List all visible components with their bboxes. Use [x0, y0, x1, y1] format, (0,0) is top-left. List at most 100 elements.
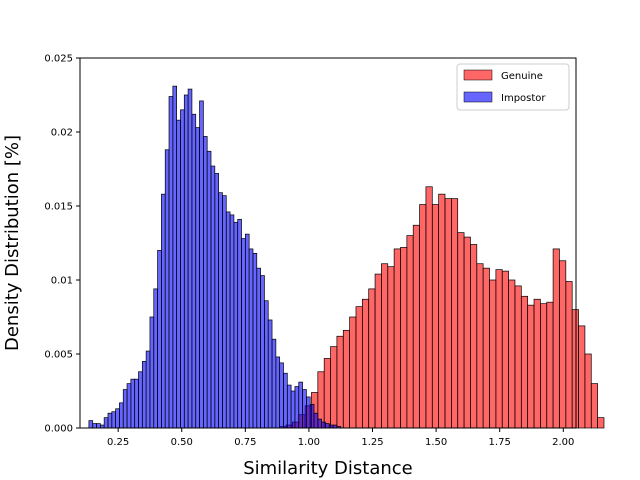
x-tick-label: 0.25	[107, 437, 129, 448]
impostor-bar	[111, 411, 116, 429]
impostor-bar	[279, 362, 284, 429]
genuine-bar	[527, 304, 535, 429]
impostor-bar	[191, 113, 197, 429]
impostor-bar	[241, 238, 246, 429]
impostor-bar	[183, 94, 189, 429]
impostor-bar	[88, 420, 94, 429]
impostor-bar	[157, 250, 162, 429]
impostor-bar	[203, 136, 208, 429]
impostor-bar	[195, 127, 200, 429]
genuine-bar	[355, 306, 363, 429]
impostor-bar	[107, 412, 113, 429]
genuine-bar	[323, 358, 331, 429]
impostor-bar	[168, 96, 174, 429]
genuine-bar	[419, 204, 427, 429]
impostor-bar	[206, 150, 212, 429]
genuine-bar	[508, 279, 516, 429]
genuine-bar	[463, 236, 471, 429]
legend: Genuine Impostor	[456, 63, 570, 111]
genuine-bar	[578, 325, 586, 429]
impostor-bar	[134, 378, 139, 429]
legend-swatch-impostor	[463, 91, 493, 103]
impostor-bar	[149, 316, 155, 429]
genuine-bar	[368, 288, 376, 429]
impostor-bar	[229, 214, 235, 429]
impostor-bar	[187, 88, 193, 429]
impostor-bar	[145, 350, 151, 429]
impostor-bar	[153, 288, 158, 429]
impostor-bar	[290, 390, 296, 429]
genuine-bar	[444, 198, 452, 429]
genuine-bar	[559, 260, 567, 429]
impostor-bar	[275, 356, 281, 429]
genuine-bar	[425, 186, 433, 429]
genuine-bar	[361, 298, 370, 429]
genuine-bar	[342, 329, 350, 429]
x-tick-label: 0.75	[234, 437, 256, 448]
x-axis-title: Similarity Distance	[243, 458, 413, 479]
genuine-bar	[431, 204, 439, 429]
impostor-bar	[225, 211, 231, 429]
genuine-bar	[552, 248, 560, 429]
impostor-bar	[176, 119, 181, 429]
impostor-bar	[210, 165, 216, 429]
impostor-bar	[260, 275, 265, 429]
impostor-bar	[222, 195, 227, 429]
genuine-bar	[571, 309, 579, 429]
y-axis-title: Density Distribution [%]	[2, 135, 23, 351]
impostor-bar	[199, 100, 204, 429]
x-tick-label: 2.00	[552, 437, 574, 448]
genuine-bar	[470, 244, 478, 429]
impostor-bar	[122, 389, 128, 429]
genuine-bar	[412, 224, 420, 429]
genuine-bar	[330, 346, 338, 429]
impostor-bar	[313, 412, 319, 429]
y-tick-label: 0.015	[44, 202, 73, 213]
impostor-bar	[237, 218, 242, 429]
y-tick-label: 0.000	[44, 424, 73, 435]
impostor-bar	[172, 85, 178, 429]
genuine-bar	[482, 267, 490, 429]
x-tick-label: 1.00	[298, 437, 320, 448]
impostor-bar	[298, 381, 303, 429]
impostor-bar	[161, 193, 166, 429]
impostor-bar	[119, 402, 124, 429]
impostor-bar	[244, 233, 250, 429]
impostor-bar	[92, 423, 97, 429]
impostor-bar	[306, 396, 311, 429]
impostor-bar	[325, 423, 330, 429]
impostor-bar	[267, 319, 273, 429]
genuine-bars	[279, 186, 605, 429]
impostor-bar	[286, 384, 292, 429]
y-tick-label: 0.01	[51, 276, 73, 287]
plot-frame	[79, 57, 577, 429]
genuine-bar	[514, 285, 522, 429]
x-tick-label: 1.75	[489, 437, 511, 448]
impostor-bar	[103, 417, 109, 429]
x-tick-label: 0.50	[171, 437, 193, 448]
genuine-bar	[597, 417, 605, 429]
x-axis: 0.25 0.50 0.75 1.00 1.25 1.50 1.75 2.00	[107, 428, 574, 448]
impostor-bar	[271, 338, 277, 429]
genuine-bar	[565, 281, 573, 429]
genuine-bar	[393, 248, 401, 429]
genuine-bar	[336, 335, 344, 429]
x-tick-label: 1.50	[425, 437, 447, 448]
y-tick-label: 0.005	[44, 350, 73, 361]
genuine-bar	[349, 316, 357, 429]
impostor-bar	[218, 192, 223, 429]
impostor-bar	[233, 221, 239, 429]
impostor-bar	[256, 267, 261, 429]
genuine-bar	[520, 295, 529, 429]
impostor-bar	[130, 378, 136, 429]
genuine-bar	[451, 198, 459, 429]
genuine-bar	[381, 263, 389, 429]
impostor-bar	[115, 408, 120, 429]
x-tick-label: 1.25	[361, 437, 383, 448]
impostor-bar	[164, 149, 170, 429]
legend-swatch-genuine	[463, 69, 493, 81]
impostor-bar	[214, 173, 219, 429]
genuine-bar	[540, 303, 548, 429]
impostor-bar	[321, 421, 326, 429]
